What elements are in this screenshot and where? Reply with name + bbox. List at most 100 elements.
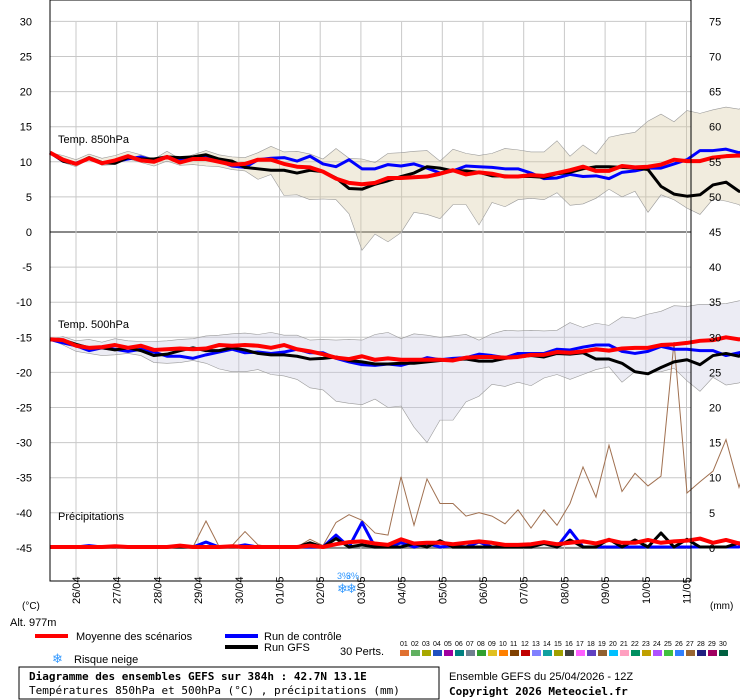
x-tick-label: 09/05 — [600, 576, 612, 604]
perturbation-swatch — [719, 650, 728, 656]
info-box — [18, 666, 440, 700]
x-tick-label: 11/05 — [682, 577, 694, 604]
perturbation-number: 19 — [598, 641, 606, 648]
perturbation-number: 09 — [488, 641, 496, 648]
x-tick-label: 27/04 — [112, 576, 124, 604]
x-tick-label: 01/05 — [275, 576, 287, 604]
y-tick-label-left: 25 — [20, 52, 32, 64]
chart-grid — [50, 20, 691, 581]
y-tick-label-right: 5 — [709, 508, 715, 520]
series-0-precip-line — [50, 536, 740, 549]
svg-text:3%: 3% — [337, 571, 350, 581]
y-tick-label-right: 0 — [709, 543, 715, 555]
perturbation-number: 23 — [642, 641, 650, 648]
perturbation-number: 17 — [576, 641, 584, 648]
perturbation-number: 05 — [444, 641, 452, 648]
perturbation-number: 22 — [631, 641, 639, 648]
perturbation-swatch — [455, 650, 464, 656]
snow-risk-icon: ❄ — [52, 651, 63, 666]
legend-gfs-label: Run GFS — [264, 642, 310, 654]
plot-frame — [49, 0, 692, 582]
perturbation-swatch — [466, 650, 475, 656]
y-tick-label-left: 10 — [20, 157, 32, 169]
y-tick-label-left: -45 — [16, 543, 32, 555]
y-tick-label-left: -35 — [16, 473, 32, 485]
perturbation-swatch — [576, 650, 585, 656]
y-tick-label-right: 35 — [709, 297, 721, 309]
x-tick-label: 26/04 — [71, 576, 83, 604]
series-lines — [49, 147, 740, 549]
y-tick-label-right: 15 — [709, 438, 721, 450]
y-tick-label-left: -25 — [16, 403, 32, 415]
perturbation-number: 06 — [455, 641, 463, 648]
run-label: Ensemble GEFS du 25/04/2026 - 12Z — [449, 671, 633, 683]
y-tick-label-right: 45 — [709, 227, 721, 239]
perturbation-swatch — [653, 650, 662, 656]
legend-snow-label: Risque neige — [74, 654, 138, 666]
y-tick-label-right: 65 — [709, 87, 721, 99]
y-tick-label-right: 75 — [709, 16, 721, 28]
perturbation-number: 29 — [708, 641, 716, 648]
perturbation-envelopes — [49, 106, 740, 548]
y-tick-label-left: 20 — [20, 87, 32, 99]
perturbation-swatch — [675, 650, 684, 656]
perturbation-number: 12 — [521, 641, 529, 648]
perturbation-number: 11 — [510, 641, 517, 648]
perturbation-number: 08 — [477, 641, 485, 648]
y-tick-label-left: 0 — [26, 227, 32, 239]
x-tick-label: 06/05 — [478, 576, 490, 604]
perturbation-number: 03 — [422, 641, 430, 648]
perturbation-swatch — [488, 650, 497, 656]
x-tick-label: 29/04 — [193, 576, 205, 604]
altitude-label: Alt. 977m — [10, 617, 56, 629]
perturbation-swatch — [631, 650, 640, 656]
y-tick-label-left: 5 — [26, 192, 32, 204]
y-tick-label-left: -20 — [16, 367, 32, 379]
x-tick-label: 07/05 — [519, 576, 531, 604]
perturbation-swatch — [642, 650, 651, 656]
x-tick-label: 03/05 — [356, 576, 368, 604]
panel-label-t850: Temp. 850hPa — [58, 134, 130, 146]
perturbation-number: 10 — [499, 641, 507, 648]
perturbation-swatch — [664, 650, 673, 656]
perturbation-number: 21 — [620, 641, 628, 648]
svg-text:❄: ❄ — [337, 581, 348, 596]
svg-text:❄: ❄ — [346, 581, 357, 596]
y-tick-label-right: 30 — [709, 332, 721, 344]
perturbation-number: 02 — [411, 641, 419, 648]
copyright-label: Copyright 2026 Meteociel.fr — [449, 685, 628, 698]
perturbation-number: 07 — [466, 641, 474, 648]
perturbation-swatch — [521, 650, 530, 656]
perturbation-swatch — [686, 650, 695, 656]
perturbation-swatch — [400, 650, 409, 656]
y-tick-label-right: 55 — [709, 157, 721, 169]
panel-label-t500: Temp. 500hPa — [58, 319, 130, 331]
x-tick-label: 30/04 — [234, 576, 246, 604]
svg-text:3%: 3% — [346, 571, 359, 581]
x-tick-label: 02/05 — [315, 576, 327, 604]
x-tick-label: 10/05 — [641, 576, 653, 604]
perturbation-number: 15 — [554, 641, 562, 648]
perturbation-swatch — [510, 650, 519, 656]
y-tick-label-left: 15 — [20, 122, 32, 134]
perturbation-swatch — [433, 650, 442, 656]
perturbation-swatch — [411, 650, 420, 656]
perturbation-number: 26 — [675, 641, 683, 648]
y-tick-label-left: -10 — [16, 297, 32, 309]
perturbation-number: 24 — [653, 641, 661, 648]
chart-title: Diagramme des ensembles GEFS sur 384h : … — [29, 670, 367, 683]
perturbation-swatch — [499, 650, 508, 656]
perturbation-swatch — [697, 650, 706, 656]
legend-mean-label: Moyenne des scénarios — [76, 631, 193, 643]
perturbation-swatch — [587, 650, 596, 656]
perturbation-swatch — [422, 650, 431, 656]
y-tick-label-right: 60 — [709, 122, 721, 134]
perturbation-number: 28 — [697, 641, 705, 648]
series-2-t850-line — [49, 151, 740, 198]
perturbation-number: 20 — [609, 641, 617, 648]
perturbation-swatch — [444, 650, 453, 656]
perturbation-number: 01 — [400, 641, 408, 648]
perturbation-number: 16 — [565, 641, 573, 648]
